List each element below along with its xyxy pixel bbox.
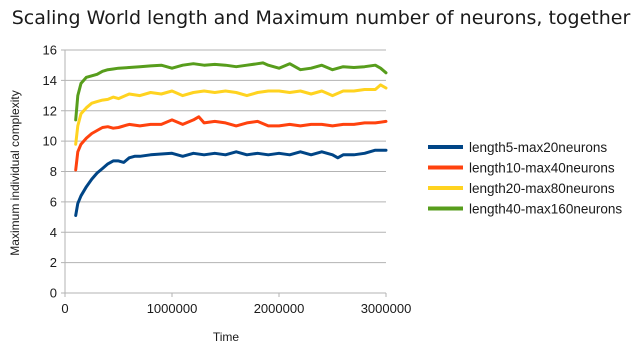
x-tick-label: 1000000 <box>147 301 198 316</box>
y-axis-title: Maximum individual complexity <box>8 90 22 255</box>
x-tick-labels: 0 1000000 2000000 3000000 <box>61 301 411 316</box>
y-tick-label: 2 <box>50 255 57 270</box>
y-tick-label: 14 <box>43 73 57 88</box>
x-tick-label: 3000000 <box>361 301 412 316</box>
legend-label-1: length5-max20neurons <box>469 140 607 155</box>
y-tick-label: 4 <box>50 225 57 240</box>
legend-label-2: length10-max40neurons <box>469 161 615 176</box>
x-tick-label: 2000000 <box>254 301 305 316</box>
y-tick-label: 10 <box>43 134 57 149</box>
y-tick-label: 0 <box>50 286 57 301</box>
y-tick-labels: 0 2 4 6 8 10 12 14 16 <box>43 43 57 301</box>
series-line-2 <box>74 115 388 172</box>
y-tick-label: 12 <box>43 103 57 118</box>
series-line-3 <box>74 83 388 146</box>
y-tick-label: 16 <box>43 43 57 58</box>
series-lines <box>74 61 388 217</box>
legend: length5-max20neurons length10-max40neuron… <box>428 140 622 217</box>
series-line-4 <box>74 61 388 122</box>
y-tick-label: 8 <box>50 164 57 179</box>
x-axis-title: Time <box>213 330 240 343</box>
x-tick-label: 0 <box>61 301 68 316</box>
legend-label-3: length20-max80neurons <box>469 181 615 196</box>
chart-title: Scaling World length and Maximum number … <box>11 7 631 29</box>
series-line-1 <box>74 148 388 217</box>
y-tick-label: 6 <box>50 194 57 209</box>
axes <box>61 49 387 297</box>
legend-label-4: length40-max160neurons <box>469 202 622 217</box>
grid-lines <box>65 49 386 294</box>
